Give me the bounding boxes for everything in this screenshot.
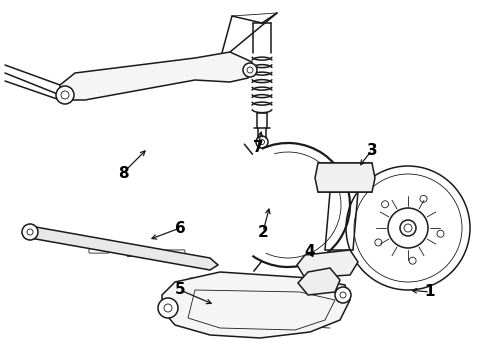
Text: 6: 6 [174, 220, 185, 235]
Text: 3: 3 [367, 143, 377, 158]
Text: 1: 1 [425, 284, 435, 300]
Text: 7: 7 [253, 140, 263, 154]
Text: 2: 2 [258, 225, 269, 239]
Polygon shape [22, 226, 218, 270]
Circle shape [158, 298, 178, 318]
Polygon shape [297, 250, 358, 278]
Text: 5: 5 [175, 283, 185, 297]
Text: 8: 8 [118, 166, 128, 180]
Circle shape [335, 287, 351, 303]
Polygon shape [162, 272, 350, 338]
Polygon shape [60, 52, 252, 100]
Circle shape [243, 63, 257, 77]
Text: 4: 4 [305, 244, 315, 260]
Polygon shape [315, 163, 375, 192]
Polygon shape [298, 268, 340, 295]
Circle shape [22, 224, 38, 240]
Circle shape [56, 86, 74, 104]
